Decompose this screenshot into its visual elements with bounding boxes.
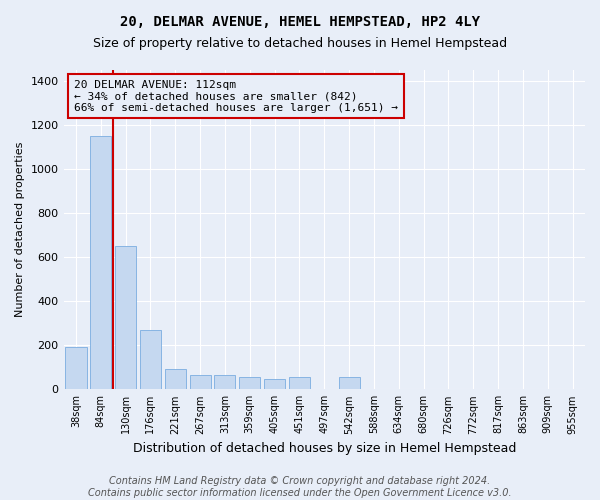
- Bar: [190, 375, 211, 390]
- Text: Contains HM Land Registry data © Crown copyright and database right 2024.
Contai: Contains HM Land Registry data © Crown c…: [88, 476, 512, 498]
- Bar: [338, 377, 359, 390]
- Bar: [115, 246, 136, 390]
- Bar: [239, 377, 260, 390]
- Text: 20 DELMAR AVENUE: 112sqm
← 34% of detached houses are smaller (842)
66% of semi-: 20 DELMAR AVENUE: 112sqm ← 34% of detach…: [74, 80, 398, 113]
- Bar: [214, 375, 235, 390]
- Y-axis label: Number of detached properties: Number of detached properties: [15, 142, 25, 318]
- Bar: [289, 377, 310, 390]
- Text: Size of property relative to detached houses in Hemel Hempstead: Size of property relative to detached ho…: [93, 38, 507, 51]
- Bar: [65, 348, 86, 390]
- Bar: [264, 380, 285, 390]
- Bar: [90, 136, 112, 390]
- Text: 20, DELMAR AVENUE, HEMEL HEMPSTEAD, HP2 4LY: 20, DELMAR AVENUE, HEMEL HEMPSTEAD, HP2 …: [120, 15, 480, 29]
- Bar: [140, 330, 161, 390]
- X-axis label: Distribution of detached houses by size in Hemel Hempstead: Distribution of detached houses by size …: [133, 442, 516, 455]
- Bar: [165, 370, 186, 390]
